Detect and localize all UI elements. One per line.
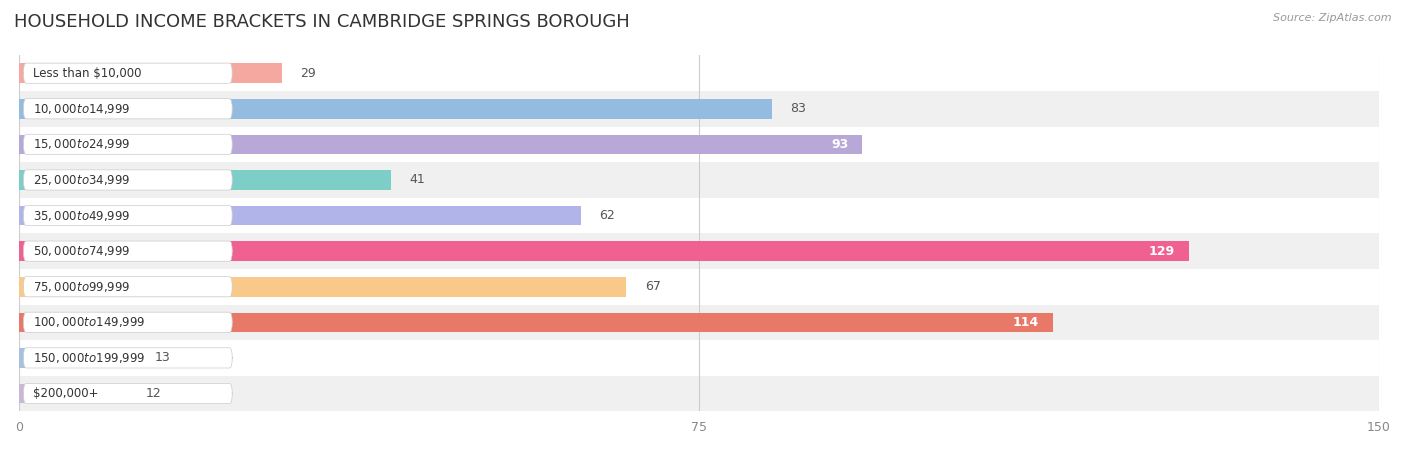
Bar	[20, 269, 1379, 304]
Bar	[20, 55, 1379, 91]
Bar	[20, 340, 1379, 376]
Text: 12: 12	[146, 387, 162, 400]
Text: 29: 29	[299, 67, 316, 80]
Bar	[20, 162, 1379, 198]
FancyBboxPatch shape	[24, 206, 232, 226]
Text: $35,000 to $49,999: $35,000 to $49,999	[32, 208, 131, 223]
Bar	[20, 313, 1053, 332]
Text: 129: 129	[1149, 245, 1175, 258]
Bar	[20, 277, 627, 296]
Text: 114: 114	[1012, 316, 1039, 329]
Bar	[20, 127, 1379, 162]
FancyBboxPatch shape	[24, 99, 232, 119]
FancyBboxPatch shape	[24, 63, 232, 84]
Text: $150,000 to $199,999: $150,000 to $199,999	[32, 351, 145, 365]
Bar	[20, 348, 136, 368]
Bar	[20, 99, 772, 119]
Text: 83: 83	[790, 102, 806, 115]
Bar	[20, 135, 862, 154]
Text: Less than $10,000: Less than $10,000	[32, 67, 141, 80]
Text: $75,000 to $99,999: $75,000 to $99,999	[32, 280, 131, 294]
FancyBboxPatch shape	[24, 312, 232, 332]
FancyBboxPatch shape	[24, 383, 232, 404]
Text: 41: 41	[409, 173, 425, 186]
Text: $200,000+: $200,000+	[32, 387, 98, 400]
Bar	[20, 304, 1379, 340]
Text: $25,000 to $34,999: $25,000 to $34,999	[32, 173, 131, 187]
Text: Source: ZipAtlas.com: Source: ZipAtlas.com	[1274, 13, 1392, 23]
Bar	[20, 206, 581, 225]
Bar	[20, 384, 128, 403]
Text: $100,000 to $149,999: $100,000 to $149,999	[32, 315, 145, 329]
Text: 93: 93	[831, 138, 849, 151]
FancyBboxPatch shape	[24, 134, 232, 154]
Text: $10,000 to $14,999: $10,000 to $14,999	[32, 102, 131, 116]
Text: $15,000 to $24,999: $15,000 to $24,999	[32, 137, 131, 151]
Bar	[20, 170, 391, 190]
Bar	[20, 242, 1188, 261]
FancyBboxPatch shape	[24, 241, 232, 261]
Text: 13: 13	[155, 352, 170, 365]
Text: HOUSEHOLD INCOME BRACKETS IN CAMBRIDGE SPRINGS BOROUGH: HOUSEHOLD INCOME BRACKETS IN CAMBRIDGE S…	[14, 13, 630, 31]
FancyBboxPatch shape	[24, 277, 232, 297]
FancyBboxPatch shape	[24, 170, 232, 190]
Text: 67: 67	[644, 280, 661, 293]
Bar	[20, 233, 1379, 269]
FancyBboxPatch shape	[24, 348, 232, 368]
Bar	[20, 198, 1379, 233]
Text: $50,000 to $74,999: $50,000 to $74,999	[32, 244, 131, 258]
Bar	[20, 376, 1379, 411]
Bar	[20, 91, 1379, 127]
Bar	[20, 63, 283, 83]
Text: 62: 62	[599, 209, 614, 222]
